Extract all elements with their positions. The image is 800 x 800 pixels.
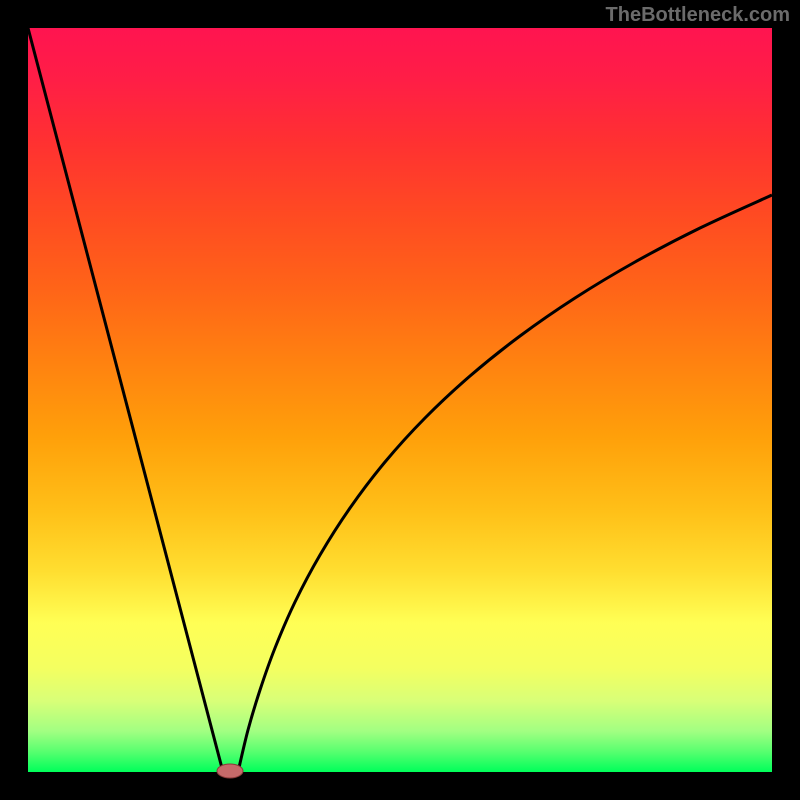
bottleneck-curve-chart <box>0 0 800 800</box>
plot-gradient-background <box>28 28 772 772</box>
bottleneck-point-marker <box>217 764 243 778</box>
chart-container: TheBottleneck.com <box>0 0 800 800</box>
watermark-label: TheBottleneck.com <box>606 4 790 27</box>
